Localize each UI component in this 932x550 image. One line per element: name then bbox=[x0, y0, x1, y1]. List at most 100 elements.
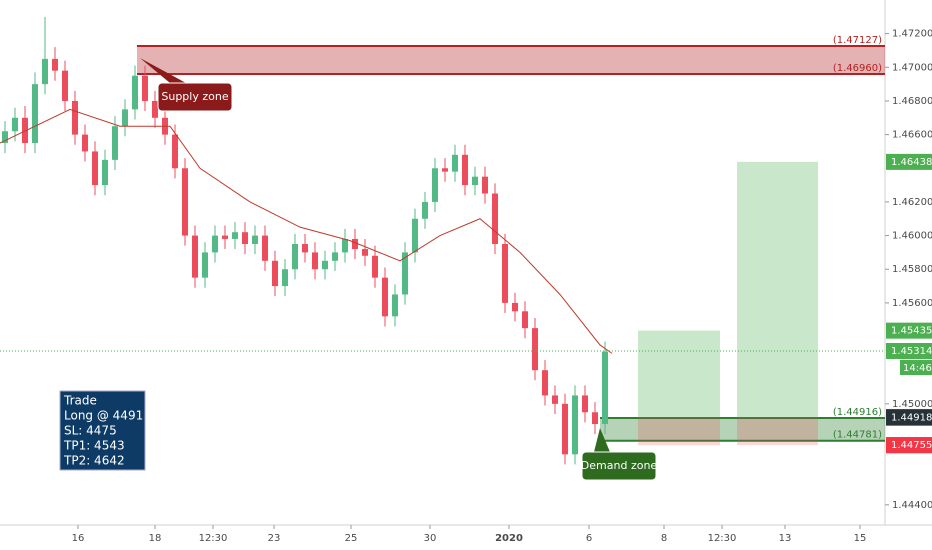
y-tick-label: 1.47000 bbox=[892, 62, 932, 73]
candle-body bbox=[302, 243, 308, 253]
callout-label: Demand zone bbox=[581, 459, 658, 472]
candle-body bbox=[82, 134, 88, 152]
x-tick-label: 13 bbox=[779, 533, 792, 544]
candle-body bbox=[452, 154, 458, 172]
x-tick-label: 18 bbox=[149, 533, 162, 544]
x-tick-label: 16 bbox=[72, 533, 85, 544]
callout-pointer bbox=[594, 428, 610, 452]
trade-note-line: TP1: 4543 bbox=[63, 439, 125, 453]
moving-average bbox=[0, 108, 613, 354]
trade-note-box bbox=[59, 390, 146, 471]
candle-body bbox=[562, 403, 568, 455]
loss-box bbox=[638, 417, 720, 446]
candle-body bbox=[462, 154, 468, 186]
candle-body bbox=[232, 232, 238, 239]
callout-pointer bbox=[140, 58, 186, 83]
x-tick-label: 8 bbox=[661, 533, 667, 544]
y-tick-label: 1.46000 bbox=[892, 231, 932, 242]
candle-body bbox=[92, 151, 98, 186]
candle-body bbox=[442, 168, 448, 172]
callout-box bbox=[157, 82, 233, 112]
y-tick-label: 1.45000 bbox=[892, 399, 932, 410]
x-tick-label: 30 bbox=[424, 533, 437, 544]
trade-note-line: Trade bbox=[63, 394, 97, 408]
zone bbox=[600, 417, 885, 441]
price-tag bbox=[886, 153, 932, 170]
price-tag-label: 1.44918 bbox=[891, 413, 932, 424]
candle-body bbox=[42, 58, 48, 85]
candle-body bbox=[212, 235, 218, 253]
candle-body bbox=[322, 260, 328, 270]
candle-body bbox=[272, 260, 278, 287]
candle-body bbox=[522, 311, 528, 329]
candle-body bbox=[332, 252, 338, 261]
candle-body bbox=[602, 351, 608, 425]
candle-body bbox=[352, 238, 358, 250]
trade-note-line: Long @ 4491 bbox=[64, 409, 143, 423]
y-tick-label: 1.46600 bbox=[892, 130, 932, 141]
price-tag bbox=[886, 343, 932, 360]
zone-top-label: (1.44916) bbox=[833, 407, 882, 418]
y-tick-label: 1.46200 bbox=[892, 197, 932, 208]
candle-body bbox=[422, 201, 428, 219]
candle-body bbox=[52, 58, 58, 71]
callout-box bbox=[581, 451, 657, 481]
y-tick-label: 1.47200 bbox=[892, 29, 932, 40]
candle-body bbox=[492, 193, 498, 244]
candle-body bbox=[12, 117, 18, 132]
candle-body bbox=[182, 168, 188, 236]
profit-box bbox=[638, 330, 720, 418]
x-tick-label: 12:30 bbox=[708, 533, 737, 544]
price-tag-label: 1.45314 bbox=[891, 346, 932, 357]
y-tick-label: 1.45800 bbox=[892, 264, 932, 275]
candle-body bbox=[572, 395, 578, 455]
price-tag-label: 1.46438 bbox=[891, 157, 932, 168]
price-tag-label: 1.45435 bbox=[891, 326, 932, 337]
callout-label: Supply zone bbox=[161, 90, 228, 103]
candle-body bbox=[542, 370, 548, 396]
candle-body bbox=[122, 109, 128, 127]
candle-body bbox=[402, 252, 408, 295]
zone-bottom-label: (1.46960) bbox=[833, 63, 882, 74]
countdown-tag bbox=[900, 360, 932, 376]
loss-box bbox=[737, 417, 818, 446]
zone bbox=[137, 45, 885, 75]
x-tick-label: 12:30 bbox=[199, 533, 228, 544]
zone-bottom-label: (1.44781) bbox=[833, 430, 882, 441]
candle-body bbox=[502, 243, 508, 303]
candle-body bbox=[362, 249, 368, 256]
candle-body bbox=[112, 126, 118, 160]
candle-body bbox=[412, 218, 418, 253]
candle-body bbox=[192, 235, 198, 278]
trade-note-line: SL: 4475 bbox=[64, 424, 117, 438]
price-tag bbox=[886, 409, 932, 426]
candle-body bbox=[372, 255, 378, 278]
price-tag-label: 1.44755 bbox=[891, 440, 932, 451]
x-tick-label: 6 bbox=[586, 533, 592, 544]
candle-body bbox=[292, 243, 298, 270]
candle-body bbox=[2, 131, 8, 144]
x-tick-label: 23 bbox=[268, 533, 281, 544]
price-tag bbox=[886, 437, 932, 454]
candle-body bbox=[172, 134, 178, 169]
x-tick-label: 25 bbox=[345, 533, 358, 544]
candle-body bbox=[142, 75, 148, 101]
candle-body bbox=[262, 235, 268, 261]
x-tick-label: 15 bbox=[854, 533, 867, 544]
candle-body bbox=[552, 395, 558, 404]
candle-body bbox=[132, 75, 138, 110]
candle-body bbox=[22, 117, 28, 144]
y-tick-label: 1.44400 bbox=[892, 500, 932, 511]
candle-body bbox=[472, 176, 478, 186]
trade-note-line: TP2: 4642 bbox=[63, 454, 125, 468]
candle-body bbox=[382, 277, 388, 317]
candle-body bbox=[32, 84, 38, 144]
x-tick-label: 2020 bbox=[495, 533, 523, 544]
countdown: 14:46 bbox=[903, 363, 932, 374]
candle-body bbox=[342, 238, 348, 253]
candle-body bbox=[62, 70, 68, 101]
y-tick-label: 1.45600 bbox=[892, 298, 932, 309]
candle-body bbox=[282, 269, 288, 287]
candle-body bbox=[72, 100, 78, 135]
